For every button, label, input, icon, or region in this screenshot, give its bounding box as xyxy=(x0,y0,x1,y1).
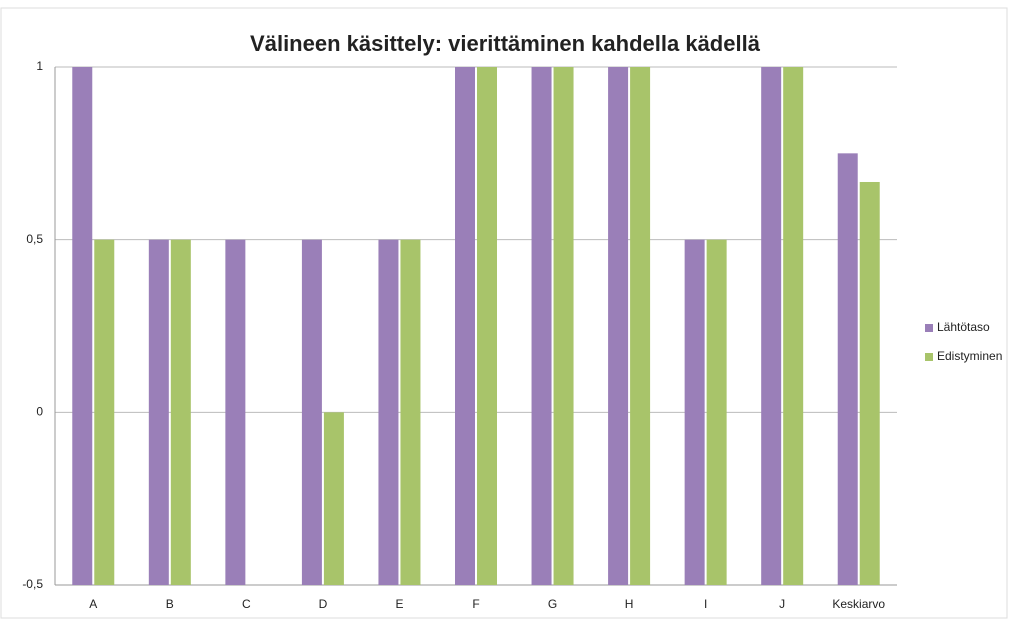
bar xyxy=(378,239,399,585)
bar xyxy=(455,67,475,585)
bar xyxy=(531,67,552,585)
y-tick-label: 0,5 xyxy=(26,232,43,246)
bar xyxy=(630,67,651,585)
chart-title: Välineen käsittely: vierittäminen kahdel… xyxy=(250,31,761,56)
bar xyxy=(553,67,574,585)
legend-label: Edistyminen xyxy=(937,349,1002,363)
bar xyxy=(837,153,858,586)
x-tick-label: G xyxy=(548,597,557,611)
y-tick-label: 1 xyxy=(36,59,43,73)
y-tick-label: -0,5 xyxy=(22,577,43,591)
bar xyxy=(684,239,705,585)
x-tick-label: Keskiarvo xyxy=(832,597,885,611)
legend-label: Lähtötaso xyxy=(937,320,990,334)
bar xyxy=(225,239,246,585)
bar xyxy=(400,239,421,585)
x-tick-label: B xyxy=(166,597,174,611)
bar xyxy=(301,239,322,585)
bar xyxy=(477,67,497,585)
bar xyxy=(170,239,191,585)
x-tick-label: J xyxy=(779,597,785,611)
legend-swatch xyxy=(925,324,933,332)
x-tick-label: D xyxy=(319,597,328,611)
legend-swatch xyxy=(925,353,933,361)
bar xyxy=(761,67,782,585)
x-tick-label: E xyxy=(395,597,403,611)
bar xyxy=(72,67,93,585)
x-tick-label: A xyxy=(89,597,97,611)
bar xyxy=(94,239,115,585)
y-tick-label: 0 xyxy=(36,405,43,419)
bar xyxy=(783,67,804,585)
bar xyxy=(323,412,344,585)
x-tick-label: H xyxy=(625,597,634,611)
x-tick-label: C xyxy=(242,597,251,611)
bar xyxy=(859,181,880,585)
bar xyxy=(706,239,727,585)
bar xyxy=(148,239,169,585)
x-tick-label: I xyxy=(704,597,707,611)
x-tick-label: F xyxy=(472,597,479,611)
bar xyxy=(608,67,629,585)
